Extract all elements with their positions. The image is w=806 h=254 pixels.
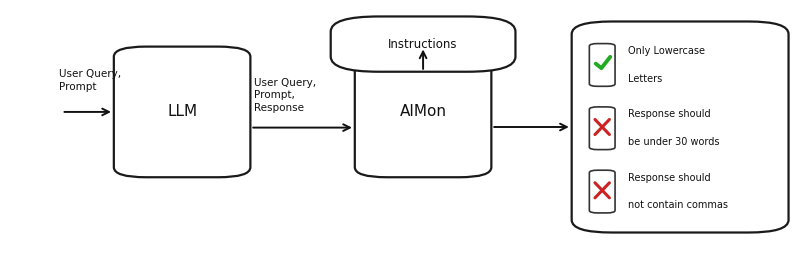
Text: Response should: Response should xyxy=(628,109,711,119)
Text: not contain commas: not contain commas xyxy=(628,200,728,210)
Text: Letters: Letters xyxy=(628,74,663,84)
Text: User Query,
Prompt,
Response: User Query, Prompt, Response xyxy=(255,78,317,113)
FancyBboxPatch shape xyxy=(330,17,516,72)
Text: AIMon: AIMon xyxy=(400,104,447,119)
FancyBboxPatch shape xyxy=(355,46,492,177)
FancyBboxPatch shape xyxy=(589,44,615,86)
Text: LLM: LLM xyxy=(167,104,197,119)
Text: Instructions: Instructions xyxy=(388,38,458,51)
FancyBboxPatch shape xyxy=(114,46,251,177)
Text: be under 30 words: be under 30 words xyxy=(628,137,720,147)
FancyBboxPatch shape xyxy=(589,107,615,150)
Text: User Query,
Prompt: User Query, Prompt xyxy=(59,69,122,92)
Text: Response should: Response should xyxy=(628,173,711,183)
FancyBboxPatch shape xyxy=(571,22,788,232)
FancyBboxPatch shape xyxy=(589,170,615,213)
Text: Only Lowercase: Only Lowercase xyxy=(628,46,705,56)
